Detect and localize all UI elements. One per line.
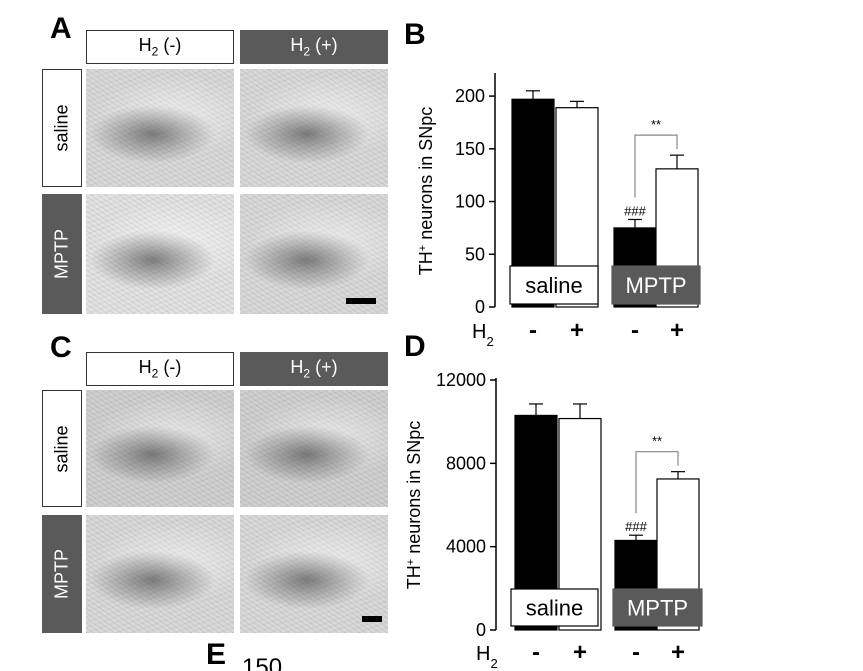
h2-marker: + [570, 317, 584, 344]
header-text: H2 (-) [138, 357, 182, 381]
column-header-h2-plus: H2 (+) [240, 352, 388, 386]
panel-letter: B [404, 18, 426, 51]
row-label-saline: saline [42, 390, 82, 507]
micrograph-saline-h2-minus [86, 69, 234, 187]
panel-letter-e: E [206, 638, 227, 671]
scale-bar [362, 616, 382, 622]
y-tick-label: 150 [455, 139, 485, 159]
h2-marker: - [632, 639, 640, 666]
h2-marker: + [671, 639, 685, 666]
y-tick-label: 12000 [436, 370, 486, 390]
y-axis-title: TH+ neurons in SNpc [404, 421, 424, 590]
micrograph-mptp-h2-plus [240, 515, 388, 633]
panel-letter-c: C [50, 331, 72, 364]
data-annotation: ### [624, 203, 646, 218]
header-text: H2 (+) [290, 357, 338, 381]
panel-letter-a: A [50, 12, 72, 45]
micrograph-saline-h2-plus [240, 69, 388, 187]
group-box [509, 265, 599, 305]
y-tick-label: 0 [475, 297, 485, 317]
group-box [510, 588, 599, 627]
h2-row-label: H2 [472, 321, 494, 349]
significance-bracket [635, 451, 679, 514]
group-label: saline [525, 273, 582, 298]
y-axis-title: TH+ neurons in SNpc [416, 107, 436, 276]
micrograph-mptp-h2-minus [86, 515, 234, 633]
y-tick-label: 4000 [446, 537, 486, 557]
significance-bracket [634, 134, 678, 198]
group-label: MPTP [627, 596, 688, 621]
group-box [611, 265, 701, 305]
panel-letter: D [404, 330, 426, 363]
micrograph-saline-h2-minus [86, 390, 234, 507]
column-header-h2-minus: H2 (-) [86, 352, 234, 386]
h2-marker: + [573, 639, 587, 666]
significance-label: ** [652, 434, 662, 449]
y-tick-label: 50 [465, 244, 485, 264]
micrograph-mptp-h2-minus [86, 194, 234, 314]
group-label: MPTP [625, 273, 686, 298]
header-text: H2 (-) [138, 35, 182, 59]
row-label-saline: saline [42, 69, 82, 187]
data-annotation: ### [625, 519, 647, 534]
h2-marker: + [670, 317, 684, 344]
scale-bar [346, 298, 376, 304]
h2-marker: - [532, 639, 540, 666]
y-tick-label: 100 [455, 192, 485, 212]
group-box [612, 588, 703, 627]
y-tick-label: 8000 [446, 453, 486, 473]
micrograph-mptp-h2-plus [240, 194, 388, 314]
column-header-h2-minus: H2 (-) [86, 30, 234, 64]
h2-marker: - [631, 317, 639, 344]
row-label-mptp: MPTP [42, 515, 82, 633]
column-header-h2-plus: H2 (+) [240, 30, 388, 64]
partial-tick-label: 150 [242, 654, 283, 671]
significance-label: ** [651, 117, 661, 132]
row-label-mptp: MPTP [42, 194, 82, 314]
micrograph-saline-h2-plus [240, 390, 388, 507]
group-label: saline [526, 596, 583, 621]
y-tick-label: 200 [455, 86, 485, 106]
header-text: H2 (+) [290, 35, 338, 59]
h2-row-label: H2 [476, 643, 498, 671]
y-tick-label: 0 [476, 620, 486, 640]
h2-marker: - [529, 317, 537, 344]
